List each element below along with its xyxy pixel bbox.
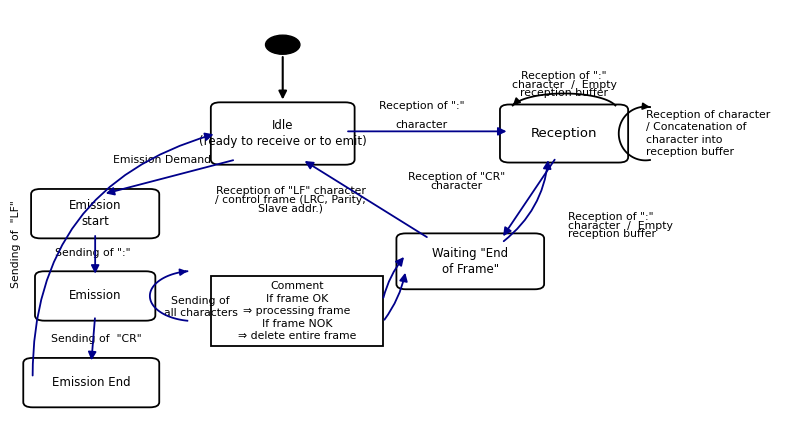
Text: character  /  Empty: character / Empty — [568, 221, 673, 231]
Text: Reception of "CR": Reception of "CR" — [408, 173, 505, 183]
Text: Sending of  "CR": Sending of "CR" — [51, 334, 142, 344]
Text: reception buffer: reception buffer — [520, 88, 608, 98]
FancyBboxPatch shape — [211, 102, 354, 165]
Text: Sending of  "LF": Sending of "LF" — [10, 200, 21, 288]
Text: character: character — [430, 181, 482, 191]
Text: Reception of ":": Reception of ":" — [379, 101, 465, 111]
FancyArrowPatch shape — [33, 133, 212, 375]
Bar — [211, 276, 382, 346]
Circle shape — [266, 35, 300, 54]
Text: Emission Demand: Emission Demand — [113, 155, 210, 165]
FancyArrowPatch shape — [89, 318, 95, 358]
FancyArrowPatch shape — [514, 98, 520, 105]
Text: Slave addr.): Slave addr.) — [258, 204, 323, 214]
Text: reception buffer: reception buffer — [568, 229, 656, 239]
FancyArrowPatch shape — [504, 160, 554, 235]
FancyBboxPatch shape — [35, 271, 155, 320]
Text: Reception of ":": Reception of ":" — [522, 71, 606, 81]
FancyArrowPatch shape — [92, 236, 98, 272]
Text: character  /  Empty: character / Empty — [512, 80, 617, 90]
FancyArrowPatch shape — [108, 160, 233, 194]
FancyBboxPatch shape — [500, 105, 628, 163]
FancyArrowPatch shape — [642, 103, 650, 109]
Text: Reception of character
/ Concatenation of
character into
reception buffer: Reception of character / Concatenation o… — [646, 110, 770, 157]
Text: Sending of ":": Sending of ":" — [54, 248, 130, 258]
Text: Reception: Reception — [530, 127, 598, 140]
Text: Emission: Emission — [69, 290, 122, 303]
Text: Reception of ":": Reception of ":" — [568, 212, 654, 222]
Text: Reception of "LF" character: Reception of "LF" character — [215, 186, 366, 196]
FancyBboxPatch shape — [23, 358, 159, 407]
Text: Comment
If frame OK
⇒ processing frame
If frame NOK
⇒ delete entire frame: Comment If frame OK ⇒ processing frame I… — [238, 281, 356, 341]
FancyArrowPatch shape — [306, 162, 427, 237]
FancyArrowPatch shape — [279, 57, 286, 97]
Text: Emission End: Emission End — [52, 376, 130, 389]
FancyArrowPatch shape — [383, 259, 402, 298]
FancyArrowPatch shape — [504, 162, 550, 241]
Text: character: character — [396, 119, 448, 129]
Text: Idle
(ready to receive or to emit): Idle (ready to receive or to emit) — [199, 119, 366, 148]
FancyArrowPatch shape — [348, 128, 505, 135]
FancyBboxPatch shape — [31, 189, 159, 238]
Text: Sending of
all characters: Sending of all characters — [164, 296, 238, 318]
FancyArrowPatch shape — [179, 269, 186, 275]
FancyArrowPatch shape — [385, 275, 406, 320]
Text: / control frame (LRC, Parity,: / control frame (LRC, Parity, — [215, 195, 366, 205]
Text: Emission
start: Emission start — [69, 199, 122, 228]
FancyBboxPatch shape — [397, 233, 544, 289]
Text: Waiting "End
of Frame": Waiting "End of Frame" — [432, 247, 508, 276]
